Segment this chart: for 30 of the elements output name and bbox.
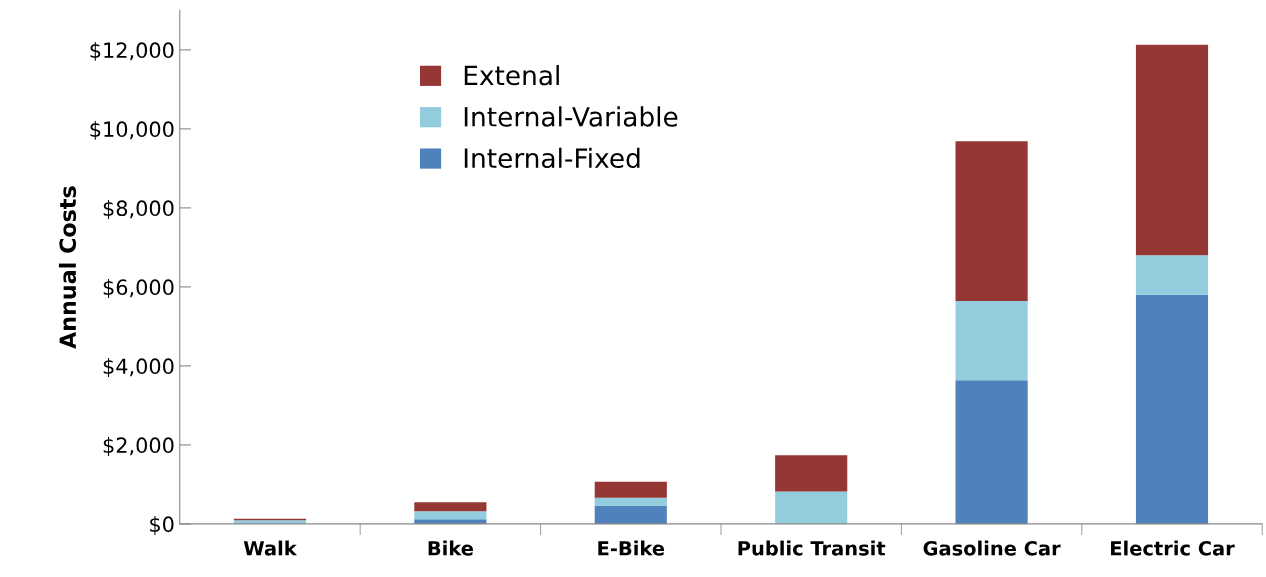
bar bbox=[955, 141, 1028, 302]
y-tick-label: $8,000 bbox=[103, 199, 174, 219]
y-axis-title: Annual Costs bbox=[58, 186, 77, 349]
x-tick-label: E-Bike bbox=[598, 540, 665, 556]
legend-label: Internal-Variable bbox=[464, 106, 678, 127]
bar bbox=[414, 502, 487, 512]
bar bbox=[955, 301, 1028, 381]
legend-label: Extenal bbox=[464, 64, 559, 86]
bar bbox=[1135, 255, 1209, 295]
x-tick-label: Public Transit bbox=[738, 540, 886, 556]
bar bbox=[955, 380, 1028, 524]
bar bbox=[594, 505, 667, 524]
x-tick-label: Bike bbox=[428, 540, 473, 556]
y-tick-label: $2,000 bbox=[103, 437, 174, 456]
bar bbox=[775, 455, 848, 492]
bar bbox=[1135, 44, 1209, 256]
x-tick-label: Electric Car bbox=[1111, 540, 1235, 556]
y-tick-label: $4,000 bbox=[103, 357, 174, 377]
x-tick-label: Gasoline Car bbox=[923, 540, 1061, 556]
bar bbox=[594, 497, 667, 506]
bar bbox=[414, 511, 487, 520]
x-tick-label: Walk bbox=[243, 540, 298, 556]
bar bbox=[594, 481, 667, 498]
y-tick-label: $12,000 bbox=[90, 41, 174, 61]
bar bbox=[1135, 294, 1209, 524]
y-tick-label: $0 bbox=[150, 516, 174, 535]
y-tick-label: $6,000 bbox=[103, 278, 174, 298]
legend-label: Internal-Fixed bbox=[464, 147, 640, 169]
y-tick-label: $10,000 bbox=[90, 120, 174, 140]
bar bbox=[775, 491, 848, 524]
